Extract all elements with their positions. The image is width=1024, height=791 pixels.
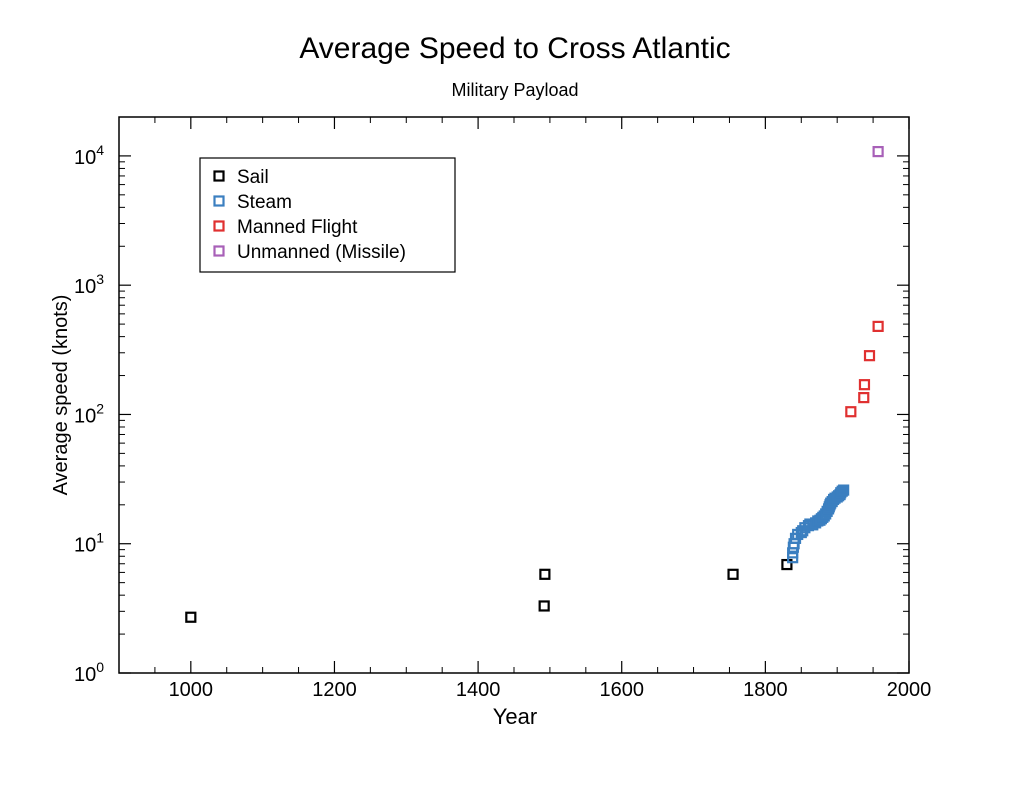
legend: Sail Steam Manned Flight Unmanned (Missile) (199, 157, 456, 273)
y-tick-label: 101 (74, 530, 104, 557)
point-sail (727, 568, 739, 580)
y-tick-label: 104 (74, 142, 104, 169)
x-tick-label: 1600 (599, 679, 644, 701)
point-manned-flight (845, 406, 857, 418)
plot-frame (118, 116, 910, 674)
x-tick-label: 1400 (456, 679, 501, 701)
tick-labels: 1000 1200 1400 1600 1800 2000 100 101 102 103 104 (74, 142, 931, 701)
x-axis-label: Year (493, 704, 537, 729)
point-manned-flight (863, 350, 876, 362)
legend-label-unmanned-missile: Unmanned (Missile) (237, 242, 406, 263)
legend-marker-manned-flight (213, 220, 225, 232)
y-tick-label: 102 (74, 400, 104, 427)
legend-marker-sail (213, 170, 225, 182)
data-points (185, 145, 884, 623)
y-tick-label: 100 (74, 659, 104, 686)
chart-subtitle: Military Payload (451, 80, 579, 100)
legend-box (199, 157, 456, 273)
x-tick-label: 1000 (169, 679, 214, 701)
point-sail (539, 568, 551, 580)
x-tick-label: 1200 (312, 679, 357, 701)
point-manned-flight (872, 320, 884, 332)
point-steam (838, 484, 850, 496)
point-unmanned-missile (872, 145, 884, 158)
point-sail (538, 600, 550, 612)
y-tick-label: 103 (74, 271, 104, 298)
point-manned-flight (858, 392, 870, 404)
x-tick-label: 1800 (743, 679, 788, 701)
legend-label-steam: Steam (237, 192, 292, 213)
legend-marker-steam (213, 195, 225, 207)
legend-label-manned-flight: Manned Flight (237, 217, 358, 238)
point-steam (835, 487, 847, 499)
point-sail (185, 611, 197, 623)
x-tick-label: 2000 (887, 679, 932, 701)
point-sail (781, 558, 793, 571)
legend-marker-unmanned-missile (213, 245, 225, 257)
chart-title: Average Speed to Cross Atlantic (299, 32, 731, 65)
point-manned-flight (858, 379, 871, 391)
y-axis-label: Average speed (knots) (50, 295, 72, 496)
legend-label-sail: Sail (237, 167, 269, 188)
